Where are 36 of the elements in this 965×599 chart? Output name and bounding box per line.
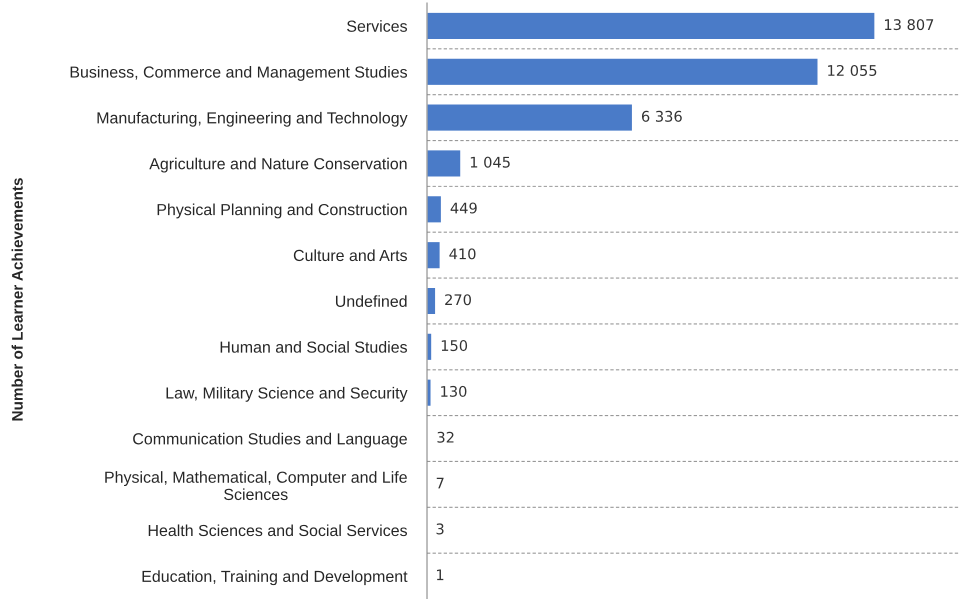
data-label: 13 807 bbox=[884, 19, 934, 30]
y-tick-label: Culture and Arts bbox=[294, 249, 407, 262]
data-label: 12 055 bbox=[828, 64, 876, 76]
y-tick-label: Services bbox=[347, 20, 407, 32]
bar bbox=[427, 286, 436, 316]
bar bbox=[427, 103, 634, 132]
data-label: 3 bbox=[436, 523, 444, 534]
data-label: 32 bbox=[437, 432, 454, 443]
data-label: 6 336 bbox=[642, 110, 682, 122]
bar bbox=[427, 11, 876, 40]
data-label: 150 bbox=[442, 340, 468, 352]
bar bbox=[427, 332, 433, 362]
data-label: 7 bbox=[436, 478, 444, 488]
y-tick-label: Communication Studies and Language bbox=[133, 432, 407, 448]
bar bbox=[427, 149, 462, 178]
y-tick-label: Agriculture and Nature Conservation bbox=[149, 158, 407, 173]
y-tick-label: Manufacturing, Engineering and Technology bbox=[98, 112, 408, 127]
data-label: 1 bbox=[436, 569, 444, 580]
y-axis-title: Number of Learner Achievements bbox=[12, 178, 23, 420]
y-tick-label: Undefined bbox=[336, 295, 407, 307]
y-tick-label: Education, Training and Development bbox=[142, 570, 408, 586]
data-label: 130 bbox=[441, 386, 466, 397]
data-label: 270 bbox=[445, 294, 471, 306]
bar bbox=[427, 194, 442, 224]
y-tick-label: Business, Commerce and Management Studies bbox=[70, 66, 408, 81]
y-tick-label: Physical, Mathematical, Computer and Life Sciences bbox=[105, 471, 407, 500]
y-tick-label: Health Sciences and Social Services bbox=[148, 524, 407, 536]
y-tick-label: Human and Social Studies bbox=[220, 341, 407, 353]
bar bbox=[427, 378, 432, 408]
data-label: 1 045 bbox=[470, 156, 510, 168]
data-label: 449 bbox=[450, 202, 477, 214]
bar bbox=[427, 240, 442, 270]
y-tick-label: Physical Planning and Construction bbox=[158, 204, 407, 218]
y-tick-label: Law, Military Science and Security bbox=[166, 386, 408, 402]
bar bbox=[427, 57, 819, 86]
data-label: 410 bbox=[449, 248, 476, 260]
